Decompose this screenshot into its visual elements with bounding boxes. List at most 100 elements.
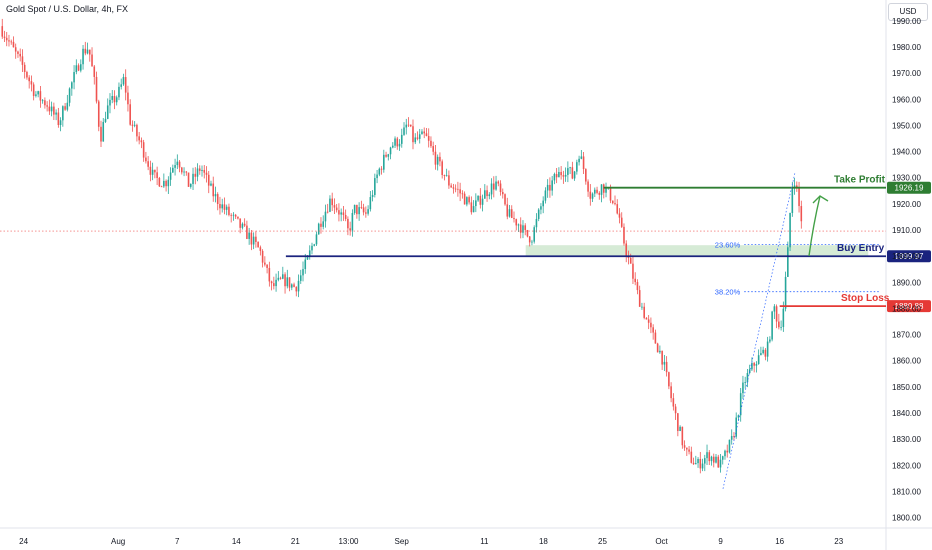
candle-body	[324, 211, 327, 222]
candle-body	[546, 184, 549, 191]
candle	[742, 375, 744, 399]
candle	[439, 152, 441, 167]
candle	[8, 34, 10, 47]
candle-body	[389, 147, 392, 155]
candle	[248, 227, 250, 245]
candle	[753, 361, 755, 373]
candle-body	[335, 207, 338, 211]
candle-body	[475, 200, 477, 207]
price-tick-label: 1930.00	[892, 174, 921, 183]
candle-body	[338, 210, 340, 215]
candle	[484, 184, 486, 199]
time-tick-label: 21	[291, 537, 300, 546]
candle-body	[412, 126, 414, 143]
candle-body	[237, 216, 239, 219]
time-tick-label: Sep	[395, 537, 410, 546]
candle-body	[111, 96, 114, 100]
candle-body	[347, 218, 349, 229]
time-tick-label: 13:00	[338, 537, 359, 546]
candle-body	[585, 169, 587, 182]
candle-body	[12, 41, 15, 48]
candle-body	[495, 181, 497, 190]
candle	[295, 286, 298, 297]
candle	[448, 170, 450, 189]
candle	[322, 215, 325, 230]
candle	[266, 264, 268, 274]
candle	[120, 78, 123, 90]
candle-body	[663, 361, 666, 365]
candle-body	[616, 204, 619, 214]
candle-body	[358, 207, 360, 215]
candle-body	[703, 458, 706, 464]
candle-body	[320, 223, 322, 227]
candle-body	[387, 154, 390, 157]
candle	[580, 150, 583, 160]
time-tick-label: 9	[718, 537, 723, 546]
candle-body	[248, 232, 250, 239]
candle-body	[668, 372, 670, 387]
candle-body	[32, 84, 35, 96]
candle	[255, 231, 257, 248]
candle	[358, 202, 360, 221]
candle	[53, 102, 55, 120]
candle	[490, 178, 493, 200]
candle-body	[250, 232, 253, 245]
candle	[412, 119, 414, 150]
candle	[398, 139, 401, 151]
time-axis[interactable]: 24 Aug 7 14 21 13:00 Sep 11 18 25 Oct 9 16 23	[19, 537, 844, 546]
currency-button[interactable]: USD	[888, 3, 928, 21]
candle	[400, 128, 403, 148]
candle	[470, 196, 473, 215]
candle-body	[129, 104, 131, 125]
candle-body	[625, 243, 628, 256]
candle	[118, 82, 120, 101]
candle	[454, 184, 457, 193]
candle-body	[504, 194, 506, 205]
candle-body	[400, 134, 403, 144]
candle	[708, 450, 711, 466]
candle	[499, 180, 502, 196]
candle-body	[369, 197, 372, 210]
candle-body	[205, 172, 208, 175]
candle	[596, 186, 598, 195]
candle	[353, 204, 356, 215]
candle	[37, 90, 39, 98]
candle-body	[569, 167, 571, 169]
candle	[524, 223, 527, 236]
candle	[638, 285, 641, 307]
candle	[495, 175, 497, 191]
candle	[187, 172, 190, 187]
candle-body	[499, 183, 502, 193]
candle-body	[634, 278, 637, 283]
candle-body	[246, 225, 248, 239]
candle-body	[167, 179, 170, 187]
candle	[261, 249, 264, 268]
candle	[472, 200, 475, 213]
candle	[418, 128, 421, 144]
candle	[317, 222, 320, 235]
candle	[21, 49, 24, 72]
price-axis[interactable]: 1800.00 1810.00 1820.00 1830.00 1840.00 1850.…	[892, 17, 921, 523]
candle-body	[261, 250, 264, 263]
candle	[80, 59, 82, 73]
candle	[383, 149, 385, 173]
time-tick-label: 25	[598, 537, 607, 546]
candle-body	[414, 137, 417, 143]
candle-body	[149, 166, 152, 175]
candle	[764, 348, 767, 361]
buy-entry-label: Buy Entry	[837, 243, 885, 254]
candle-body	[207, 174, 210, 186]
candle	[109, 93, 111, 114]
target-arrow	[808, 195, 821, 257]
candle-body	[457, 188, 459, 190]
candle-body	[17, 51, 19, 54]
candle	[562, 170, 565, 184]
candle	[122, 73, 125, 86]
candle-body	[313, 244, 316, 246]
candle-body	[533, 227, 535, 242]
candle	[243, 218, 246, 227]
candle-body	[14, 47, 17, 52]
candle	[542, 196, 544, 214]
candle	[154, 169, 156, 179]
